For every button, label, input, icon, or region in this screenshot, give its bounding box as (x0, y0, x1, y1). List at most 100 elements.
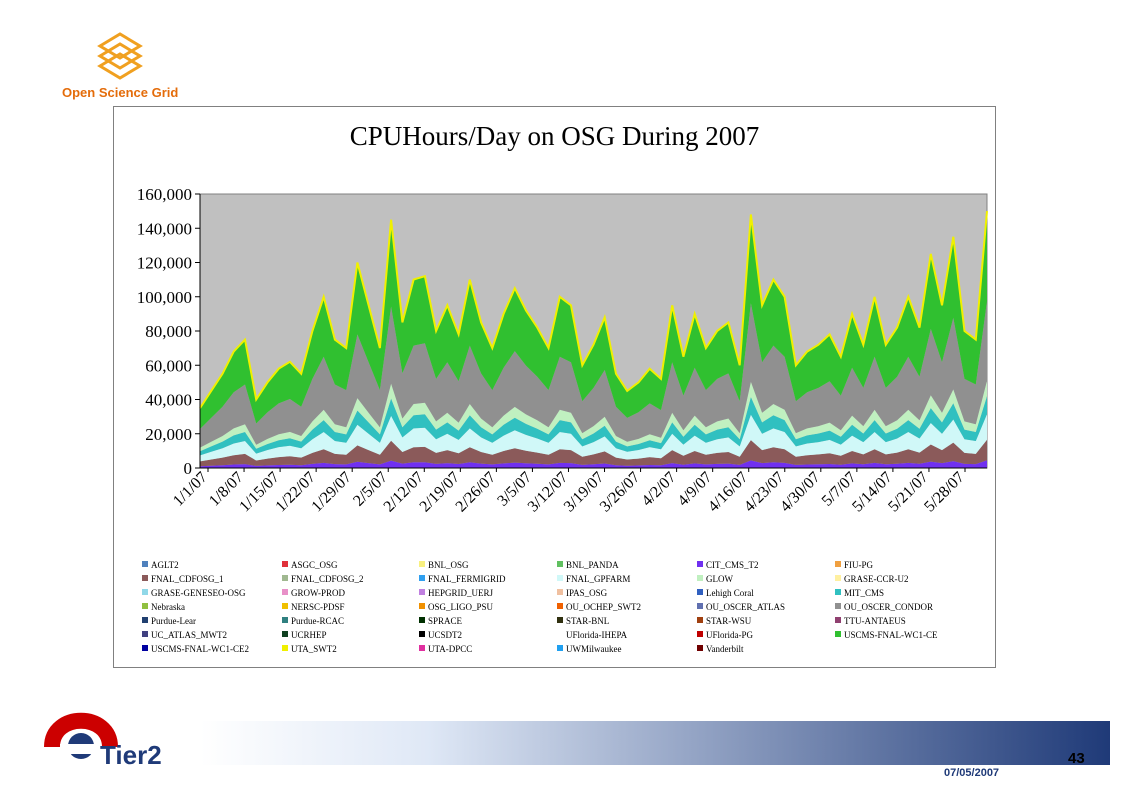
area-series-uscms-fnal-wc1-ce (200, 211, 987, 430)
legend-item: UCRHEP (282, 629, 327, 641)
legend-swatch (557, 645, 563, 651)
legend-label: UCSDT2 (428, 630, 463, 640)
area-series-fnal-cdfosg-1 (200, 439, 987, 467)
chart-frame: CPUHours/Day on OSG During 2007 0 20,000 4… (113, 106, 996, 668)
chart-legend: AGLT2 ASGC_OSG BNL_OSG BNL_PANDA CIT_CMS_T2 F… (142, 559, 972, 667)
area-series-cit-cms-t2 (200, 460, 987, 468)
legend-swatch (142, 631, 148, 637)
y-tick-label: 80,000 (145, 322, 192, 341)
legend-label: STAR-WSU (706, 616, 752, 626)
legend-swatch (557, 575, 563, 581)
tier2-logo-text: Tier2 (100, 740, 162, 770)
legend-item: UWMilwaukee (557, 643, 621, 655)
legend-swatch (557, 631, 563, 637)
legend-swatch (282, 631, 288, 637)
legend-swatch (419, 617, 425, 623)
y-tick-label: 160,000 (137, 185, 192, 204)
legend-label: TTU-ANTAEUS (844, 616, 906, 626)
legend-label: GROW-PROD (291, 588, 346, 598)
legend-label: Purdue-Lear (151, 616, 196, 626)
legend-label: BNL_PANDA (566, 560, 619, 570)
page-date: 07/05/2007 (944, 767, 1000, 779)
legend-item: GLOW (697, 573, 733, 585)
legend-item: Purdue-RCAC (282, 615, 344, 627)
legend-item: GROW-PROD (282, 587, 345, 599)
legend-label: STAR-BNL (566, 616, 610, 626)
legend-label: CIT_CMS_T2 (706, 560, 759, 570)
legend-item: UC_ATLAS_MWT2 (142, 629, 227, 641)
legend-swatch (835, 561, 841, 567)
legend-label: FNAL_CDFOSG_1 (151, 574, 224, 584)
legend-swatch (697, 575, 703, 581)
legend-swatch (557, 617, 563, 623)
legend-label: OSG_LIGO_PSU (428, 602, 494, 612)
y-tick-label: 20,000 (145, 425, 192, 444)
legend-swatch (282, 617, 288, 623)
legend-label: OU_OCHEP_SWT2 (566, 602, 642, 612)
legend-label: GRASE-GENESEO-OSG (151, 588, 246, 598)
legend-item: UFlorida-IHEPA (557, 629, 627, 641)
legend-label: Nebraska (151, 602, 185, 612)
x-tick-label: 4/2/07 (639, 469, 680, 510)
legend-label: UWMilwaukee (566, 644, 622, 654)
legend-label: GRASE-CCR-U2 (844, 574, 909, 584)
legend-item: OU_OSCER_CONDOR (835, 601, 933, 613)
legend-label: UC_ATLAS_MWT2 (151, 630, 227, 640)
legend-item: SPRACE (419, 615, 462, 627)
legend-item: Purdue-Lear (142, 615, 196, 627)
legend-item: IPAS_OSG (557, 587, 607, 599)
legend-swatch (419, 561, 425, 567)
legend-item: OU_OCHEP_SWT2 (557, 601, 641, 613)
legend-swatch (419, 631, 425, 637)
legend-swatch (419, 589, 425, 595)
legend-label: FNAL_FERMIGRID (428, 574, 506, 584)
legend-item: FNAL_CDFOSG_1 (142, 573, 224, 585)
y-tick-label: 100,000 (137, 288, 192, 307)
x-tick-label: 3/26/07 (597, 469, 644, 516)
legend-item: AGLT2 (142, 559, 179, 571)
legend-swatch (142, 561, 148, 567)
legend-label: SPRACE (428, 616, 463, 626)
legend-swatch (419, 603, 425, 609)
legend-label: USCMS-FNAL-WC1-CE2 (151, 644, 250, 654)
legend-item: OU_OSCER_ATLAS (697, 601, 785, 613)
footer-band (200, 721, 1110, 765)
chart-title: CPUHours/Day on OSG During 2007 (349, 121, 760, 151)
legend-label: OU_OSCER_CONDOR (844, 602, 934, 612)
legend-item: ASGC_OSG (282, 559, 338, 571)
legend-swatch (835, 589, 841, 595)
legend-item: FNAL_FERMIGRID (419, 573, 506, 585)
legend-swatch (419, 575, 425, 581)
legend-item: FIU-PG (835, 559, 873, 571)
legend-item: OSG_LIGO_PSU (419, 601, 493, 613)
legend-label: UFlorida-PG (706, 630, 753, 640)
legend-swatch (835, 631, 841, 637)
legend-label: UFlorida-IHEPA (566, 630, 628, 640)
legend-label: BNL_OSG (428, 560, 469, 570)
legend-item: USCMS-FNAL-WC1-CE2 (142, 643, 249, 655)
y-tick-label: 120,000 (137, 254, 192, 273)
legend-swatch (697, 631, 703, 637)
legend-item: UFlorida-PG (697, 629, 753, 641)
osg-logo (97, 32, 143, 80)
x-tick-label: 2/19/07 (417, 469, 464, 516)
x-tick-label: 2/26/07 (453, 469, 500, 516)
legend-swatch (697, 561, 703, 567)
legend-label: FNAL_GPFARM (566, 574, 631, 584)
legend-item: GRASE-CCR-U2 (835, 573, 909, 585)
legend-swatch (142, 645, 148, 651)
legend-label: IPAS_OSG (566, 588, 608, 598)
legend-label: FIU-PG (844, 560, 874, 570)
legend-label: Vanderbilt (706, 644, 744, 654)
legend-item: STAR-BNL (557, 615, 609, 627)
x-tick-label: 5/28/07 (921, 469, 968, 516)
legend-swatch (697, 589, 703, 595)
legend-item: Nebraska (142, 601, 185, 613)
legend-label: GLOW (706, 574, 733, 584)
legend-swatch (142, 603, 148, 609)
legend-swatch (419, 645, 425, 651)
total-edge-line (199, 211, 988, 409)
legend-swatch (697, 645, 703, 651)
area-series-other-sites (200, 301, 987, 448)
x-tick-label: 3/19/07 (561, 469, 608, 516)
